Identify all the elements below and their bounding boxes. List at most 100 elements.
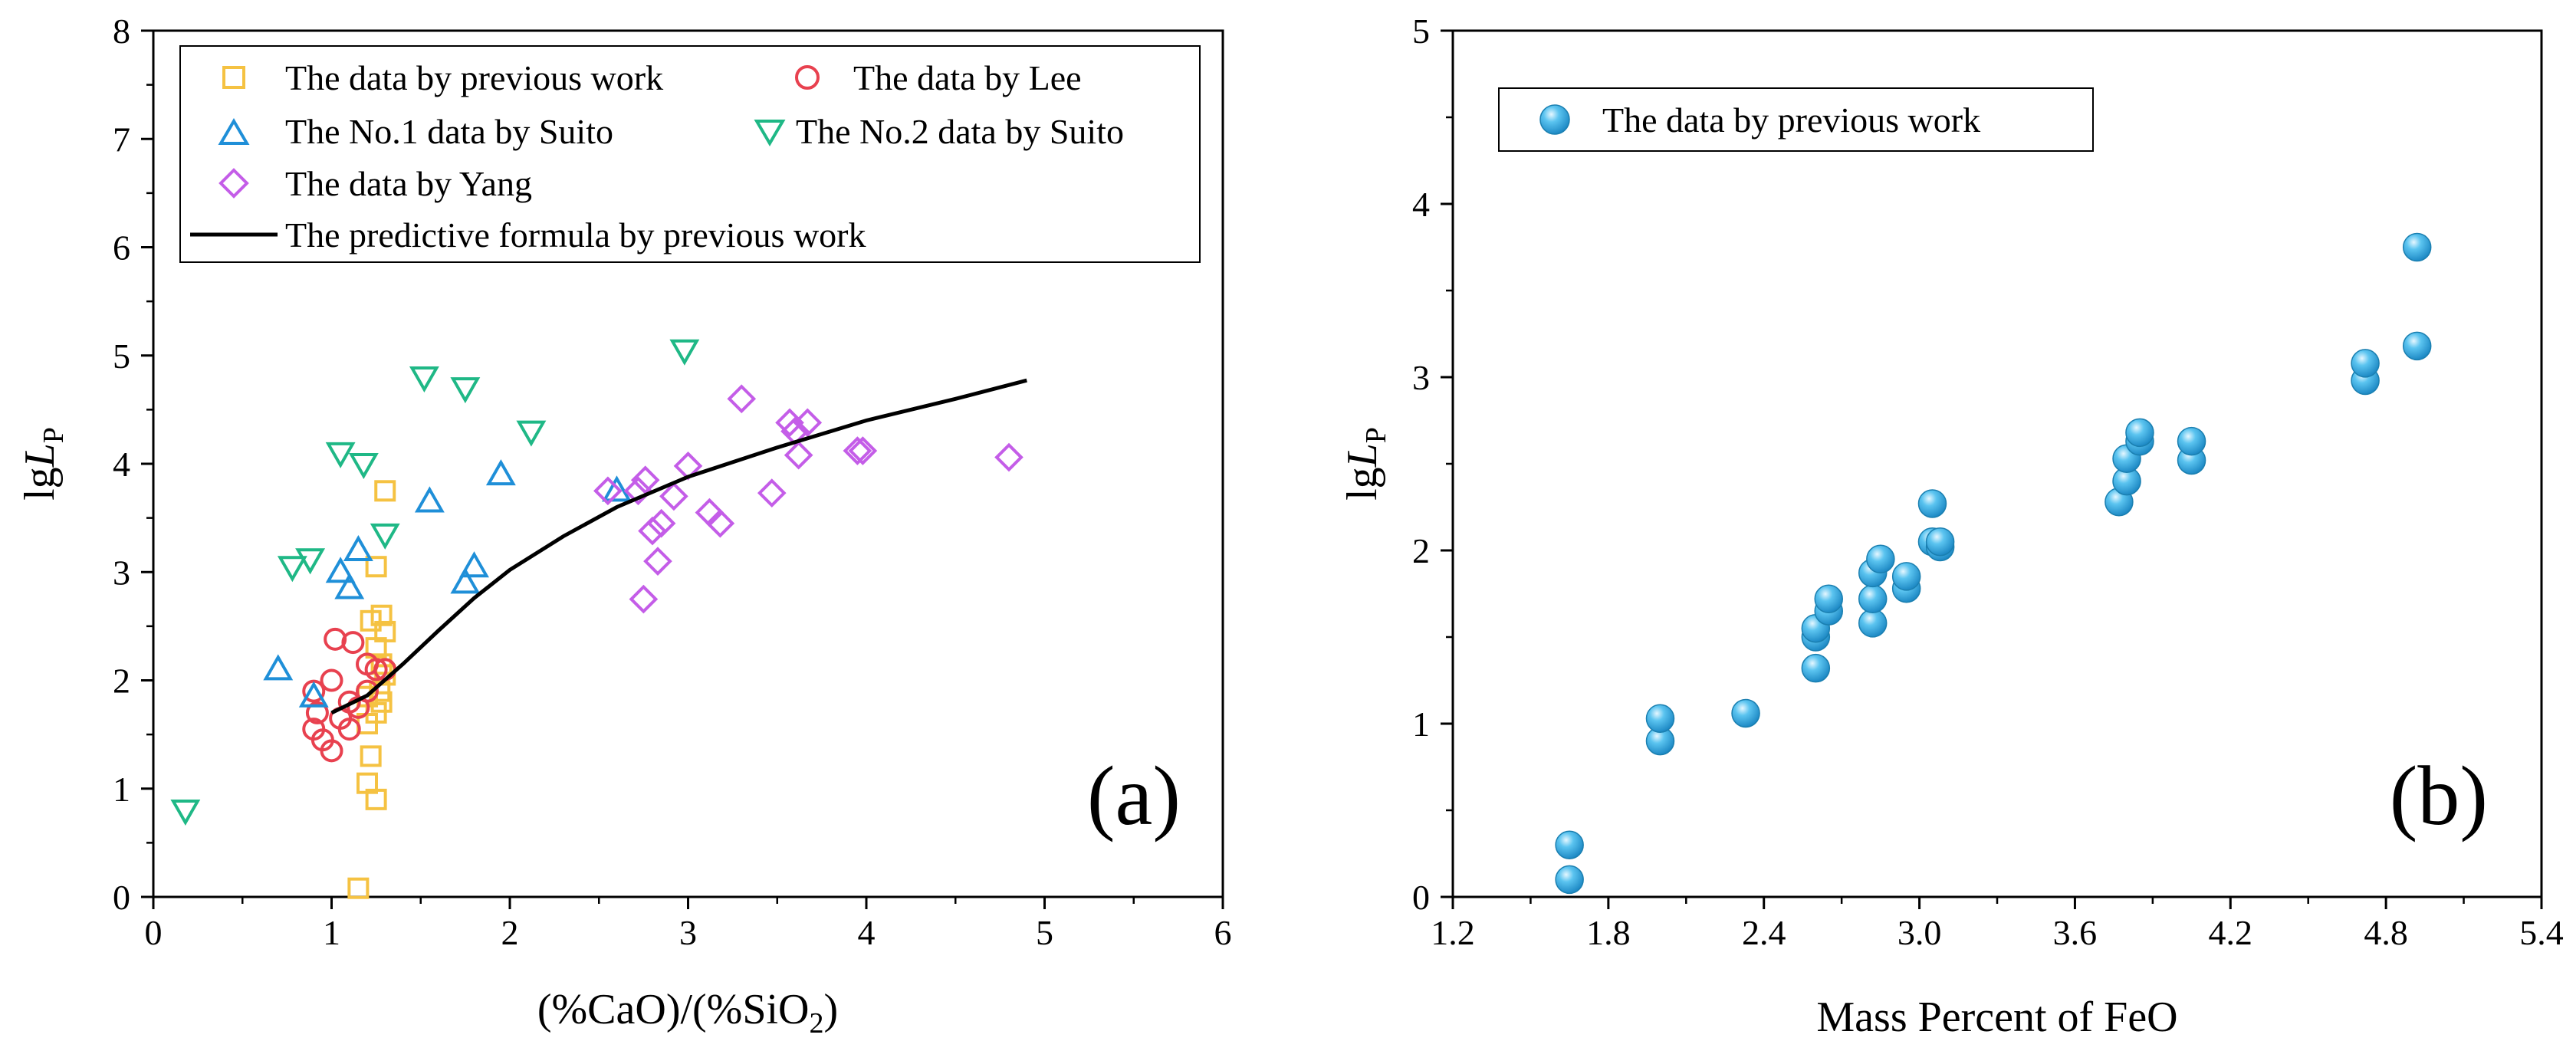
y-tick-label: 5 (113, 337, 130, 376)
legend-label-suito-1: The No.1 data by Suito (285, 112, 613, 151)
y-tick-label: 2 (113, 662, 130, 701)
y-tick-label: 3 (113, 553, 130, 592)
y-tick-label: 1 (1412, 704, 1430, 744)
data-point-diamond (843, 436, 872, 465)
data-point-triangle-up (263, 654, 294, 681)
data-point-ball (1731, 698, 1760, 728)
data-point-diamond (638, 516, 667, 546)
data-point-ball (1555, 830, 1584, 859)
axis-ticks-a: 0 1 2 3 4 5 6 0 1 2 3 4 5 6 7 8 (113, 11, 1232, 952)
data-point-ball (1814, 584, 1843, 614)
y-tick-label: 6 (113, 228, 130, 268)
y-tick-label: 3 (1412, 358, 1430, 397)
data-point-square (347, 877, 370, 899)
x-tick-label: 1.2 (1431, 913, 1475, 952)
data-point-triangle-down (669, 339, 700, 366)
data-point-square (370, 653, 393, 675)
data-point-triangle-up (325, 557, 356, 583)
x-axis-title-a: (%CaO)/(%SiO2) (537, 986, 838, 1040)
data-point-diamond (593, 476, 623, 506)
legend-label-previous-work: The data by previous work (285, 58, 663, 97)
legend-marker-triangle-down (754, 120, 786, 146)
data-point-ball (1858, 584, 1888, 614)
plot-frame-b (1451, 29, 2543, 898)
data-point-circle (337, 718, 361, 741)
data-point-ball (2402, 232, 2432, 262)
data-point-triangle-down (277, 556, 307, 583)
y-tick-label: 2 (1412, 531, 1430, 570)
y-tick-label: 7 (113, 120, 130, 159)
legend-marker-diamond (219, 168, 249, 199)
x-tick-label: 3.6 (2053, 913, 2098, 952)
y-axis-title-a: lgLP (16, 427, 70, 501)
panel-label-a: (a) (1087, 749, 1181, 842)
data-point-diamond (705, 508, 735, 538)
y-axis-title-b: lgLP (1339, 427, 1392, 501)
y-tick-label: 4 (113, 445, 130, 484)
data-point-circle (320, 739, 343, 763)
panel-label-b: (b) (2390, 749, 2488, 842)
data-point-triangle-up (298, 681, 329, 708)
legend-label-formula: The predictive formula by previous work (285, 215, 866, 255)
data-point-ball (2351, 349, 2380, 378)
y-tick-label: 0 (1412, 878, 1430, 917)
data-point-circle (364, 658, 388, 682)
data-point-ball (1858, 609, 1888, 638)
data-point-triangle-up (343, 534, 373, 561)
x-tick-label: 3 (679, 913, 697, 952)
data-point-circle (324, 627, 347, 651)
chart-panel-b: 1.2 1.8 2.4 3.0 3.6 4.2 4.8 5.4 0 1 2 3 4 5 The data … (1339, 11, 2564, 1041)
x-tick-label: 1 (323, 913, 340, 952)
data-point-diamond (630, 465, 660, 495)
data-point-triangle-down (295, 548, 326, 575)
data-point-circle (305, 701, 329, 724)
data-point-triangle-up (485, 459, 516, 486)
data-point-triangle-down (516, 420, 547, 447)
data-point-circle (302, 679, 326, 703)
data-point-ball (1555, 865, 1584, 895)
legend-box-b (1498, 87, 2094, 152)
legend-marker-ball (1539, 104, 1570, 135)
data-point-square (365, 556, 387, 578)
data-point-triangle-down (325, 442, 356, 468)
data-point-ball (1866, 544, 1895, 574)
data-point-triangle-down (370, 523, 400, 550)
data-point-ball (1645, 704, 1675, 733)
data-point-triangle-down (348, 453, 379, 480)
data-point-diamond (757, 478, 787, 507)
x-tick-label: 5.4 (2519, 913, 2564, 952)
x-tick-label: 0 (145, 913, 163, 952)
data-point-diamond (659, 481, 688, 511)
data-point-ball (2402, 331, 2432, 361)
x-tick-label: 4 (858, 913, 876, 952)
data-point-ball (2177, 426, 2206, 456)
legend-marker-circle (795, 65, 820, 90)
data-point-diamond (848, 436, 878, 465)
y-tick-label: 0 (113, 878, 130, 917)
data-point-diamond (994, 442, 1024, 472)
data-marks-b (1555, 232, 2432, 895)
legend-a: The data by previous work The data by Le… (179, 45, 1201, 263)
data-point-triangle-up (450, 567, 481, 594)
x-axis-title-b: Mass Percent of FeO (1816, 994, 2177, 1041)
data-point-triangle-up (602, 475, 632, 502)
y-tick-label: 1 (113, 770, 130, 809)
data-point-triangle-down (170, 800, 201, 826)
y-tick-label: 4 (1412, 185, 1430, 224)
data-point-circle (356, 679, 379, 703)
data-point-square (374, 480, 396, 502)
data-point-ball (1801, 653, 1831, 683)
chart-panel-a: 0 1 2 3 4 5 6 0 1 2 3 4 5 6 7 8 The data by previous wo… (16, 11, 1232, 1040)
x-tick-label: 4.2 (2209, 913, 2253, 952)
data-point-diamond (646, 508, 676, 538)
x-tick-label: 2 (501, 913, 519, 952)
data-point-triangle-down (450, 377, 481, 404)
legend-label-lee: The data by Lee (853, 58, 1082, 97)
data-point-diamond (643, 547, 672, 576)
data-point-ball (1891, 562, 1921, 591)
legend-b: The data by previous work (1498, 87, 2094, 152)
data-point-square (374, 620, 396, 642)
legend-label-b: The data by previous work (1602, 100, 1980, 140)
data-point-ball (1925, 527, 1955, 557)
